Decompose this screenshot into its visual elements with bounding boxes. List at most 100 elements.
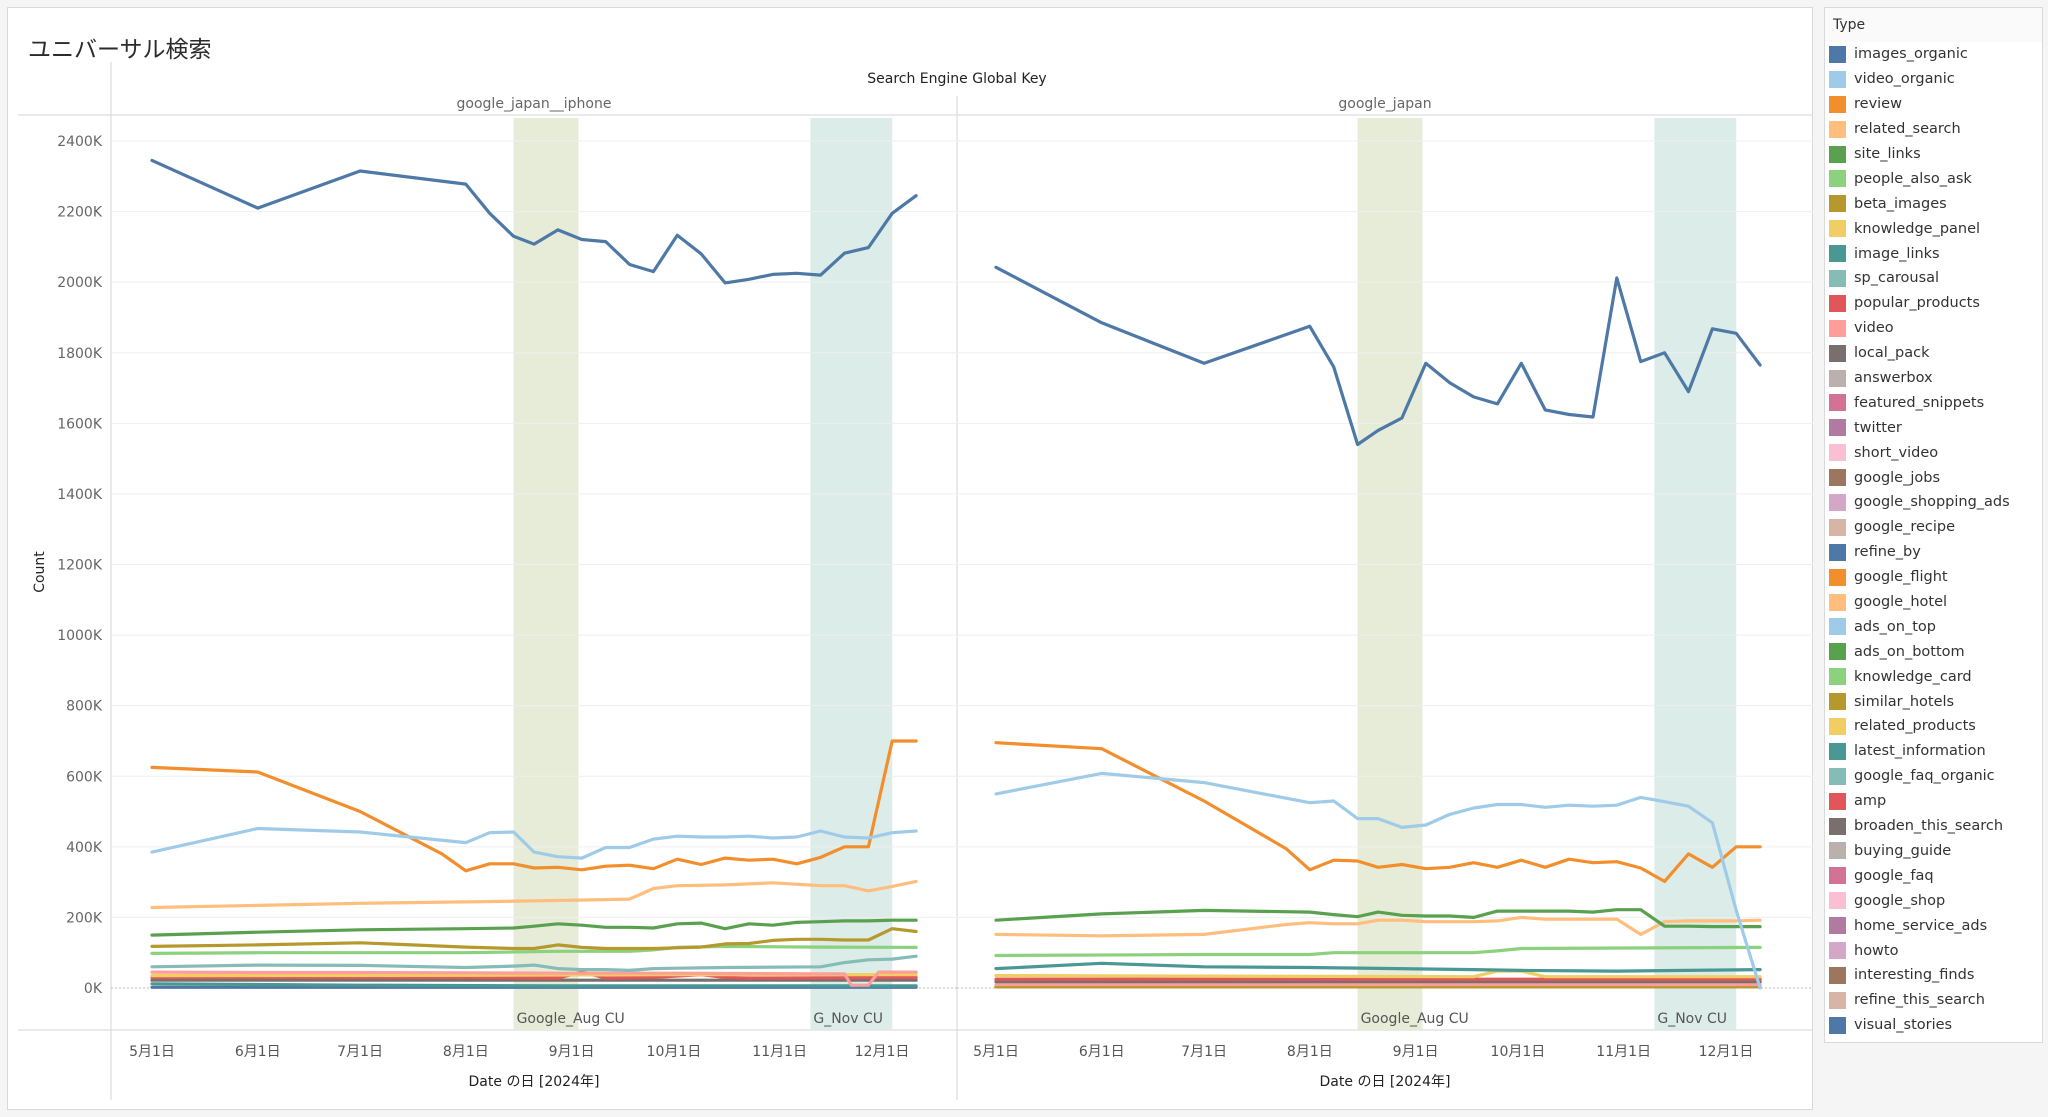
panel-header: google_japan [1338,96,1431,112]
legend-item[interactable]: google_jobs [1825,465,2042,490]
legend-swatch-icon [1829,70,1846,88]
legend-item[interactable]: google_hotel [1825,590,2042,615]
legend-item[interactable]: google_faq_organic [1825,764,2042,789]
x-axis-label: Date の日 [2024年] [469,1074,600,1090]
x-tick-label: 7月1日 [1181,1044,1227,1060]
series-line-sp_carousal[interactable] [150,954,918,973]
legend-swatch-icon [1829,568,1846,586]
legend-item[interactable]: answerbox [1825,366,2042,391]
legend-item[interactable]: interesting_finds [1825,963,2042,988]
legend-swatch-icon [1829,319,1846,337]
series-line-people_also_ask[interactable] [994,945,1762,958]
series-line-review[interactable] [994,741,1762,884]
legend-item[interactable]: howto [1825,938,2042,963]
series-line-beta_images[interactable] [150,927,918,951]
x-tick-label: 9月1日 [549,1044,595,1060]
legend-swatch-icon [1829,269,1846,287]
series-line-site_links[interactable] [994,908,1762,929]
y-tick-label: 1800K [57,346,103,362]
legend-item[interactable]: amp [1825,789,2042,814]
legend-item[interactable]: knowledge_panel [1825,216,2042,241]
legend-swatch-icon [1829,469,1846,487]
legend-label: review [1854,96,1902,113]
legend-label: knowledge_card [1854,668,1972,685]
dashboard-title: ユニバーサル検索 [28,37,212,63]
series-line-site_links[interactable] [150,918,918,937]
annotation-band [810,118,893,1030]
series-line-video_organic[interactable] [994,771,1762,990]
legend-item[interactable]: review [1825,92,2042,117]
legend-item[interactable]: image_links [1825,241,2042,266]
legend-swatch-icon [1829,942,1846,959]
legend-item[interactable]: google_faq [1825,863,2042,888]
legend-swatch-icon [1829,618,1846,636]
y-tick-label: 2400K [57,134,103,150]
legend-item[interactable]: home_service_ads [1825,913,2042,938]
series-line-people_also_ask[interactable] [150,944,918,956]
legend-label: ads_on_bottom [1854,643,1965,660]
y-tick-label: 1400K [57,487,103,503]
legend-item[interactable]: google_flight [1825,565,2042,590]
x-tick-label: 10月1日 [647,1044,702,1060]
legend-item[interactable]: ads_on_bottom [1825,639,2042,664]
legend-item[interactable]: beta_images [1825,191,2042,216]
legend-item[interactable]: buying_guide [1825,839,2042,864]
legend-item[interactable]: short_video [1825,440,2042,465]
legend-label: howto [1854,942,1899,959]
legend-item[interactable]: google_shop [1825,888,2042,913]
x-tick-label: 7月1日 [337,1044,383,1060]
legend-swatch-icon [1829,394,1846,412]
series-line-images_organic[interactable] [994,265,1762,447]
legend-item[interactable]: video [1825,316,2042,341]
legend-swatch-icon [1829,444,1846,462]
legend-item[interactable]: knowledge_card [1825,664,2042,689]
series-line-review[interactable] [150,739,918,873]
legend-item[interactable]: images_organic [1825,42,2042,67]
panel-header: google_japan__iphone [457,96,612,112]
series-line-images_organic[interactable] [150,158,918,285]
legend-item[interactable]: visual_stories [1825,1013,2042,1038]
legend-item[interactable]: related_search [1825,117,2042,142]
x-tick-label: 12月1日 [855,1044,910,1060]
legend-label: popular_products [1854,295,1980,312]
legend-label: broaden_this_search [1854,818,2004,835]
x-tick-label: 8月1日 [1287,1044,1333,1060]
legend-item[interactable]: popular_products [1825,291,2042,316]
legend-item[interactable]: site_links [1825,142,2042,167]
series-line-image_links[interactable] [994,961,1762,973]
legend-item[interactable]: similar_hotels [1825,689,2042,714]
series-line-video_organic[interactable] [150,826,918,860]
legend-swatch-icon [1829,145,1846,163]
legend-label: video [1854,320,1894,337]
legend-item[interactable]: broaden_this_search [1825,814,2042,839]
series-line-popular_products[interactable] [150,970,918,980]
legend-item[interactable]: ads_on_top [1825,614,2042,639]
legend-item[interactable]: refine_this_search [1825,988,2042,1013]
legend-item[interactable]: local_pack [1825,341,2042,366]
legend-label: images_organic [1854,46,1968,63]
series-line-related_search[interactable] [150,879,918,910]
legend-swatch-icon [1829,643,1846,661]
legend-item[interactable]: video_organic [1825,67,2042,92]
x-tick-label: 6月1日 [1079,1044,1125,1060]
legend-item[interactable]: google_shopping_ads [1825,490,2042,515]
series-line-image_links[interactable] [150,982,918,988]
series-line-video[interactable] [150,970,918,987]
legend-item[interactable]: twitter [1825,415,2042,440]
series-line-related_search[interactable] [994,915,1762,938]
legend-label: sp_carousal [1854,270,1940,287]
x-axis-label: Date の日 [2024年] [1320,1074,1451,1090]
legend-item[interactable]: latest_information [1825,739,2042,764]
y-tick-label: 2000K [57,275,103,291]
legend-item[interactable]: people_also_ask [1825,166,2042,191]
legend-swatch-icon [1829,991,1846,1009]
legend-swatch-icon [1829,742,1846,760]
legend-label: similar_hotels [1854,693,1955,710]
y-tick-label: 800K [66,699,103,715]
legend-item[interactable]: sp_carousal [1825,266,2042,291]
legend-item[interactable]: refine_by [1825,540,2042,565]
legend-item[interactable]: related_products [1825,714,2042,739]
legend-item[interactable]: google_recipe [1825,515,2042,540]
legend-item[interactable]: featured_snippets [1825,390,2042,415]
legend-swatch-icon [1829,917,1846,935]
